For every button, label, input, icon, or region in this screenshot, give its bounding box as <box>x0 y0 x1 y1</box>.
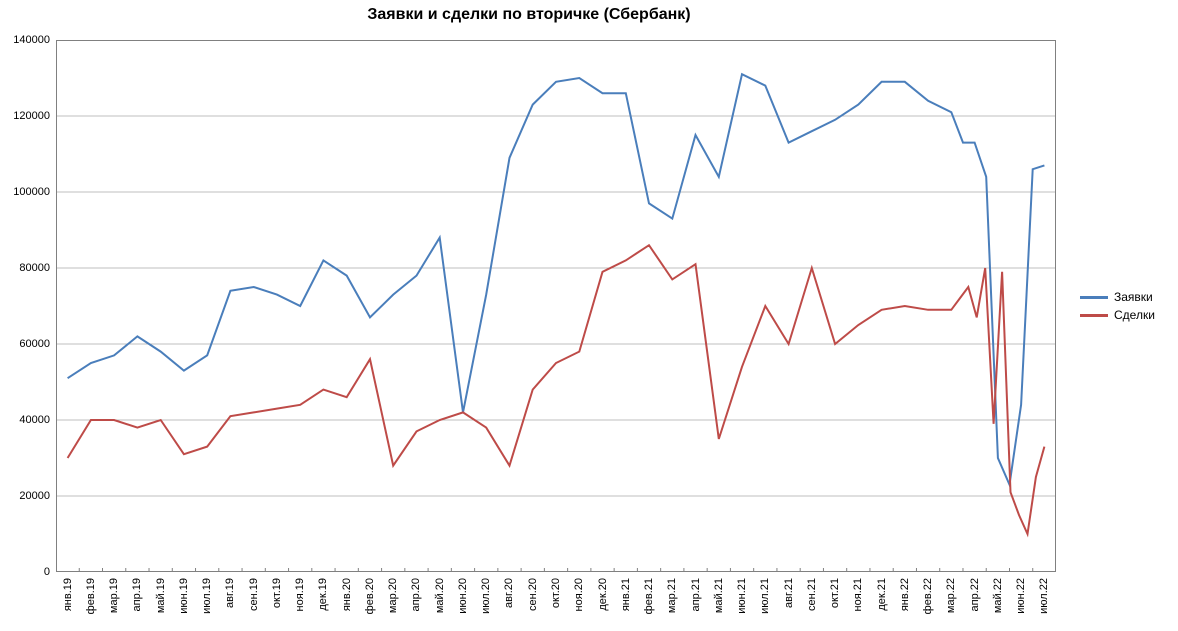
chart-legend: Заявки Сделки <box>1080 286 1155 326</box>
x-tick-label: июн.20 <box>457 578 469 614</box>
chart-container: Заявки и сделки по вторичке (Сбербанк) З… <box>0 0 1178 631</box>
x-tick-label: дек.21 <box>876 578 888 611</box>
x-tick-label: май.19 <box>155 578 167 613</box>
x-tick-label: янв.20 <box>341 578 353 611</box>
x-tick-label: сен.19 <box>248 578 260 611</box>
x-tick-label: июл.21 <box>759 578 771 614</box>
x-tick-label: июн.19 <box>178 578 190 614</box>
x-tick-label: авг.19 <box>224 578 236 608</box>
x-tick-label: авг.21 <box>783 578 795 608</box>
chart-title: Заявки и сделки по вторичке (Сбербанк) <box>0 6 1058 24</box>
x-tick-label: апр.22 <box>969 578 981 611</box>
y-tick-label: 0 <box>0 566 50 578</box>
y-tick-label: 100000 <box>0 186 50 198</box>
x-tick-label: апр.19 <box>131 578 143 611</box>
y-tick-label: 120000 <box>0 110 50 122</box>
x-tick-label: дек.20 <box>597 578 609 611</box>
legend-item: Сделки <box>1080 308 1155 322</box>
series-line-0 <box>68 74 1045 484</box>
x-tick-label: окт.20 <box>550 578 562 608</box>
legend-swatch <box>1080 314 1108 317</box>
x-tick-label: авг.20 <box>503 578 515 608</box>
x-tick-label: мар.20 <box>387 578 399 613</box>
x-tick-label: июл.19 <box>201 578 213 614</box>
x-tick-label: мар.22 <box>945 578 957 613</box>
x-tick-label: апр.20 <box>410 578 422 611</box>
legend-swatch <box>1080 296 1108 299</box>
x-tick-label: июл.22 <box>1038 578 1050 614</box>
chart-plot <box>56 40 1056 572</box>
x-tick-label: окт.19 <box>271 578 283 608</box>
x-tick-label: мар.21 <box>666 578 678 613</box>
x-tick-label: июн.22 <box>1015 578 1027 614</box>
x-tick-label: июн.21 <box>736 578 748 614</box>
series-line-1 <box>68 245 1045 534</box>
x-tick-label: фев.21 <box>643 578 655 614</box>
x-tick-label: ноя.19 <box>294 578 306 611</box>
x-tick-label: ноя.21 <box>852 578 864 611</box>
x-tick-label: янв.19 <box>62 578 74 611</box>
x-tick-label: фев.19 <box>85 578 97 614</box>
x-tick-label: апр.21 <box>690 578 702 611</box>
x-tick-label: июл.20 <box>480 578 492 614</box>
y-tick-label: 80000 <box>0 262 50 274</box>
x-tick-label: дек.19 <box>317 578 329 611</box>
x-tick-label: окт.21 <box>829 578 841 608</box>
legend-label: Сделки <box>1114 308 1155 322</box>
legend-label: Заявки <box>1114 290 1153 304</box>
x-tick-label: май.21 <box>713 578 725 613</box>
x-tick-label: сен.21 <box>806 578 818 611</box>
y-tick-label: 20000 <box>0 490 50 502</box>
legend-item: Заявки <box>1080 290 1155 304</box>
x-tick-label: май.22 <box>992 578 1004 613</box>
x-tick-label: фев.22 <box>922 578 934 614</box>
x-tick-label: фев.20 <box>364 578 376 614</box>
x-tick-label: сен.20 <box>527 578 539 611</box>
x-tick-label: май.20 <box>434 578 446 613</box>
y-tick-label: 60000 <box>0 338 50 350</box>
x-tick-label: янв.21 <box>620 578 632 611</box>
y-tick-label: 40000 <box>0 414 50 426</box>
x-tick-label: ноя.20 <box>573 578 585 611</box>
x-tick-label: мар.19 <box>108 578 120 613</box>
y-tick-label: 140000 <box>0 34 50 46</box>
x-tick-label: янв.22 <box>899 578 911 611</box>
